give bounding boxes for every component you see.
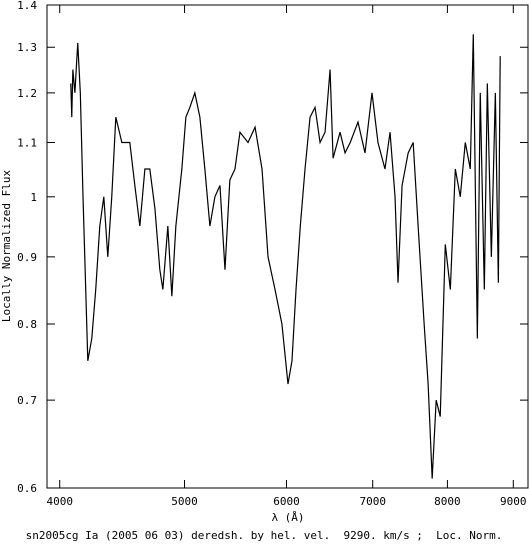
x-tick-label: 5000: [171, 495, 198, 508]
y-tick-label: 1.3: [17, 41, 37, 54]
y-tick-label: 1.4: [17, 0, 37, 12]
x-tick-label: 8000: [434, 495, 461, 508]
x-tick-label: 4000: [46, 495, 73, 508]
caption: sn2005cg Ia (2005 06 03) deredsh. by hel…: [26, 529, 503, 542]
y-tick-label: 0.8: [17, 318, 37, 331]
x-tick-label: 9000: [500, 495, 527, 508]
y-tick-label: 1: [30, 191, 37, 204]
y-tick-label: 0.9: [17, 251, 37, 264]
y-tick-label: 0.7: [17, 394, 37, 407]
x-axis-label: λ (Å): [271, 511, 304, 524]
y-tick-label: 1.1: [17, 136, 37, 149]
x-tick-label: 6000: [273, 495, 300, 508]
y-axis-label: Locally Normalized Flux: [0, 169, 13, 322]
y-tick-label: 1.2: [17, 87, 37, 100]
x-tick-label: 7000: [359, 495, 386, 508]
spectrum-line: [70, 34, 501, 479]
y-tick-label: 0.6: [17, 482, 37, 495]
plot-frame: [46, 4, 529, 489]
